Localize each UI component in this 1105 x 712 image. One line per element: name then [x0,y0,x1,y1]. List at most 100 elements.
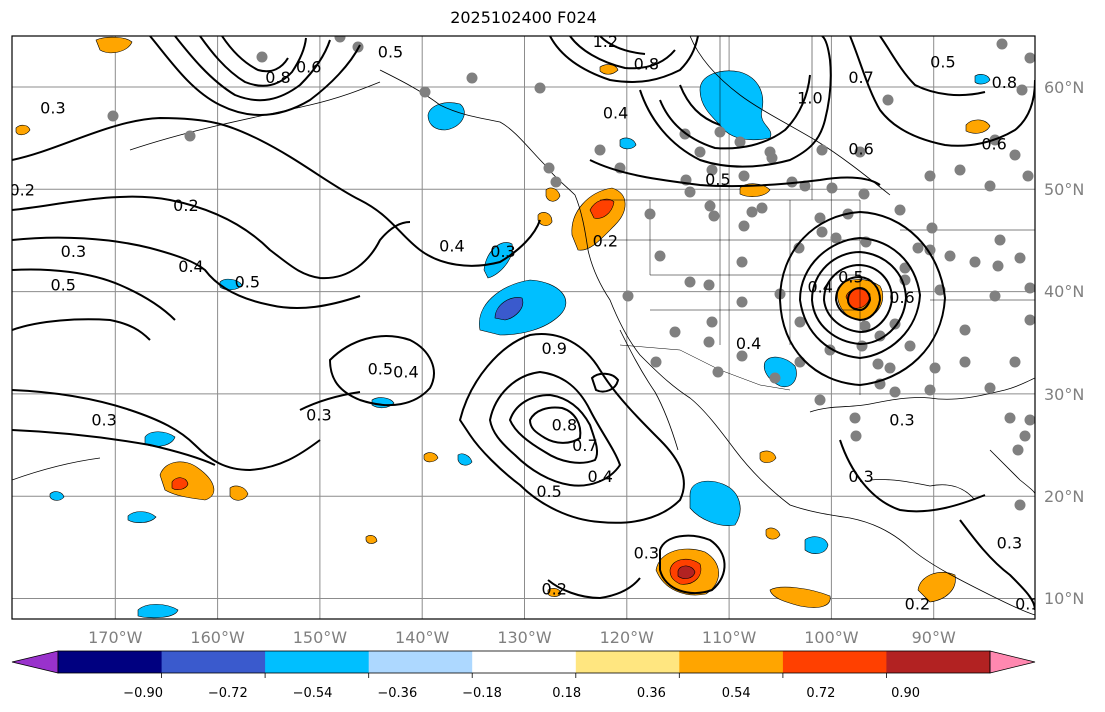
station-marker [924,170,936,182]
station-marker [904,340,916,352]
station-marker [894,204,906,216]
contour-label: 0.2 [541,579,566,598]
contour-label: 0.5 [705,170,730,189]
station-marker [924,384,936,396]
contour-label: 0.6 [848,140,873,159]
lat-tick-label: 60°N [1044,78,1084,97]
colorbar-tick-label: 0.36 [637,686,666,701]
lon-tick-label: 110°W [702,628,757,647]
lat-axis: 10°N 20°N 30°N 40°N 50°N 60°N [1044,78,1084,608]
contour-label: 0.7 [848,68,873,87]
contour-label: 0.6 [981,134,1006,153]
station-marker [874,330,886,342]
lon-tick-label: 160°W [190,628,245,647]
station-marker [706,316,718,328]
station-marker [984,382,996,394]
colorbar [11,650,1036,678]
colorbar-segment [472,651,577,673]
station-marker [872,358,884,370]
colorbar-tick-label: −0.72 [208,686,248,701]
contour-label: 0.4 [603,104,628,123]
contour-label: 0.2 [173,196,198,215]
contour-label: 0.5 [838,267,863,286]
map-title: 2025102400 F024 [450,8,597,27]
station-marker [786,176,798,188]
station-marker [703,279,715,291]
colorbar-tick-label: 0.54 [722,686,751,701]
station-marker [1014,499,1026,511]
contour-label: 0.4 [587,467,612,486]
station-marker [850,430,862,442]
station-marker [543,162,555,174]
contour-label: 0.1 [1015,595,1040,614]
station-marker [706,164,718,176]
colorbar-frame [57,650,991,674]
station-marker [684,276,696,288]
contour-label: 0.3 [306,405,331,424]
station-marker [594,144,606,156]
contour-label: 0.8 [552,416,577,435]
contour-label: 0.2 [905,595,930,614]
station-marker [736,256,748,268]
station-marker [714,126,726,138]
station-marker [992,260,1004,272]
political-borders [600,36,1035,395]
contour-label: 0.6 [296,58,321,77]
station-marker [334,36,346,43]
colorbar-tick-label: 0.72 [806,686,835,701]
lat-tick-label: 20°N [1044,487,1084,506]
colorbar-min-extend [11,650,59,674]
contour-label: 0.8 [634,55,659,74]
contour-label: 0.5 [235,273,260,292]
station-marker [1016,84,1028,96]
station-marker [654,250,666,262]
station-marker [734,136,746,148]
contour-labels: 0.3 0.2 0.2 0.3 0.5 0.4 0.5 0.8 0.6 0.5 1.2 0.8 0.4 1… [12,32,1040,614]
station-marker [994,234,1006,246]
station-marker [858,188,870,200]
lat-tick-label: 50°N [1044,180,1084,199]
station-marker [769,372,781,384]
contour-label: 1.2 [593,32,618,51]
contour-label: 0.5 [368,359,393,378]
station-marker [889,386,901,398]
station-marker [826,182,838,194]
contour-label: 0.4 [736,334,761,353]
station-marker [419,86,431,98]
colorbar-ticks: −0.90 −0.72 −0.54 −0.36 −0.18 0.18 0.36 … [123,686,920,701]
lat-tick-label: 10°N [1044,589,1084,608]
station-marker [746,206,758,218]
station-marker [856,340,868,352]
station-marker [924,244,936,256]
station-marker [899,262,911,274]
positive-anomaly-fills [15,36,991,608]
lon-tick-label: 170°W [88,628,143,647]
colorbar-tick-label: −0.90 [123,686,163,701]
colorbar-segment [265,651,370,673]
station-marker [814,212,826,224]
station-marker [926,222,938,234]
station-marker [622,290,634,302]
contour-label: 0.3 [91,411,116,430]
contour-label: 0.8 [265,68,290,87]
station-marker [1004,412,1016,424]
lon-tick-label: 120°W [600,628,655,647]
coastlines [12,36,1035,616]
contour-label: 0.3 [634,544,659,563]
station-marker [989,290,1001,302]
colorbar-tick-label: 0.90 [891,686,920,701]
station-marker [1022,170,1034,182]
station-marker [1019,430,1031,442]
station-marker [954,164,966,176]
colorbar-segment [368,651,473,673]
colorbar-segment [886,651,991,673]
contour-label: 1.0 [797,88,822,107]
contour-label: 0.4 [807,278,832,297]
contour-label: 0.7 [572,436,597,455]
contour-label: 0.3 [848,467,873,486]
station-marker [704,200,716,212]
station-marker [1012,444,1024,456]
station-marker [1009,149,1021,161]
station-marker [1024,52,1035,64]
colorbar-max-extend [989,650,1036,674]
